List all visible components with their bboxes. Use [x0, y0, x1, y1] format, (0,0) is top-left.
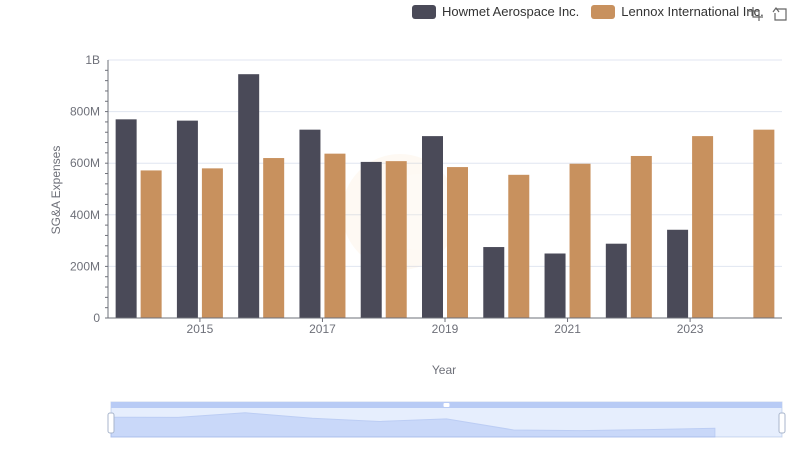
y-tick-label: 800M	[70, 105, 100, 119]
bar-howmet-2019	[422, 136, 443, 318]
x-tick-label: 2021	[554, 322, 581, 336]
x-tick-label: 2023	[677, 322, 704, 336]
legend: Howmet Aerospace Inc. Lennox Internation…	[412, 4, 764, 19]
x-tick-label: 2017	[309, 322, 336, 336]
datazoom-left-handle	[107, 412, 115, 434]
bar-howmet-2022	[605, 243, 627, 318]
bar-lennox-2018	[385, 161, 407, 318]
bar-howmet-2014	[115, 119, 137, 318]
y-axis-title: SG&A Expenses	[49, 146, 63, 235]
legend-label-howmet: Howmet Aerospace Inc.	[442, 4, 580, 19]
x-tick-label: 2019	[432, 322, 459, 336]
x-tick-label: 2015	[187, 322, 214, 336]
datazoom-move-handle	[443, 403, 450, 407]
legend-item-lennox[interactable]: Lennox International Inc.	[591, 4, 764, 19]
zoom-icon[interactable]	[748, 6, 764, 22]
bar-lennox-2016	[263, 158, 285, 318]
legend-swatch-lennox	[591, 4, 616, 19]
bar-lennox-2024	[753, 129, 775, 318]
bar-howmet-2018	[360, 161, 382, 318]
restore-icon[interactable]	[772, 6, 788, 22]
legend-label-lennox: Lennox International Inc.	[621, 4, 764, 19]
bar-lennox-2015	[201, 168, 223, 318]
bar-lennox-2022	[630, 155, 652, 318]
y-tick-label: 400M	[70, 208, 100, 222]
datazoom-right-handle	[778, 412, 786, 434]
bar-howmet-2020	[483, 247, 505, 318]
bar-lennox-2021	[569, 163, 591, 318]
bar-howmet-2021	[544, 253, 566, 318]
bar-lennox-2019	[447, 167, 468, 318]
bar-lennox-2014	[140, 170, 162, 318]
y-tick-label: 600M	[70, 156, 100, 170]
bar-lennox-2023	[692, 136, 714, 318]
bars-layer	[115, 74, 775, 318]
x-axis-title: Year	[432, 363, 456, 377]
axes: 0 200M 400M 600M 800M 1B 2015 2017 2019 2021 2023	[70, 53, 782, 336]
data-zoom-slider[interactable]	[107, 401, 786, 438]
toolbox	[748, 6, 788, 22]
legend-item-howmet[interactable]: Howmet Aerospace Inc.	[412, 4, 579, 19]
datazoom-preview-area	[110, 412, 716, 438]
bar-lennox-2017	[324, 153, 346, 318]
bar-howmet-2023	[667, 229, 689, 318]
bar-howmet-2017	[299, 129, 321, 318]
bar-lennox-2020	[508, 174, 530, 318]
y-tick-label: 1B	[85, 53, 100, 67]
bar-howmet-2015	[176, 120, 198, 318]
bar-howmet-2016	[238, 74, 260, 318]
y-tick-label: 0	[93, 311, 100, 325]
y-tick-label: 200M	[70, 259, 100, 273]
legend-swatch-howmet	[412, 4, 436, 19]
